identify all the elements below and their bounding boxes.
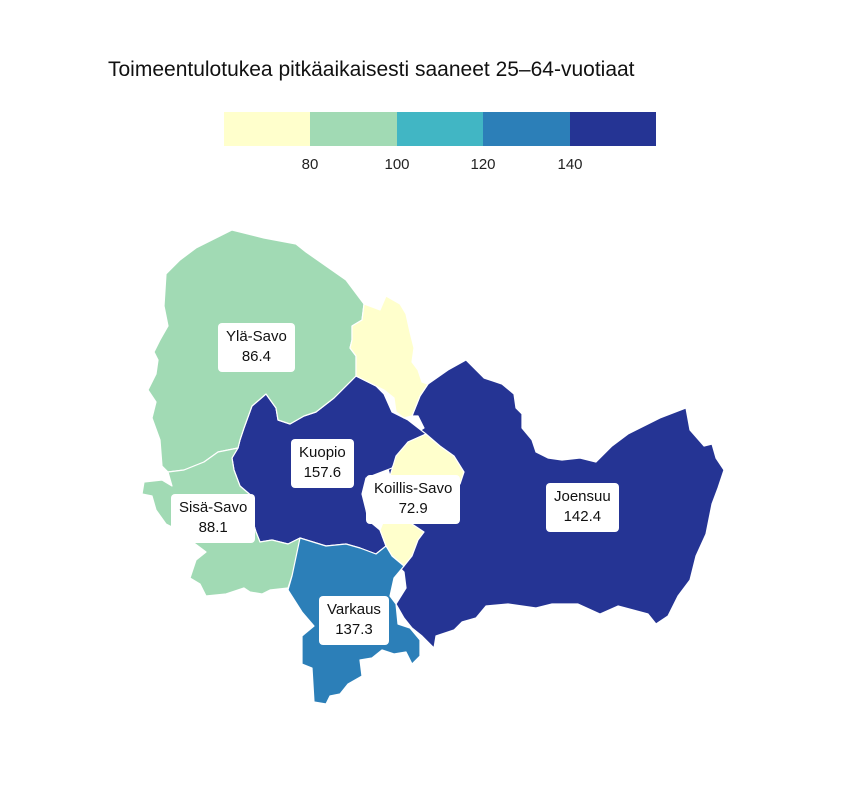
region-koillis-savo-north[interactable]	[349, 295, 429, 419]
label-joensuu-value: 142.4	[563, 508, 602, 525]
legend-tick-80: 80	[301, 156, 319, 173]
legend-swatch-1	[224, 112, 311, 146]
map-title: Toimeentulotukea pitkäaikaisesti saaneet…	[108, 58, 635, 81]
legend-swatch-3	[396, 112, 484, 146]
label-varkaus: Varkaus 137.3	[319, 596, 389, 645]
legend-tick-120: 120	[470, 156, 496, 173]
label-koillis-savo-value: 72.9	[398, 500, 428, 517]
label-yla-savo-name: Ylä-Savo	[226, 328, 287, 345]
label-yla-savo-value: 86.4	[241, 348, 272, 365]
legend-swatch-5	[569, 112, 657, 146]
label-joensuu-name: Joensuu	[554, 488, 611, 505]
label-koillis-savo-name: Koillis-Savo	[374, 480, 453, 497]
label-sisa-savo-value: 88.1	[198, 519, 228, 536]
legend-tick-140: 140	[557, 156, 583, 173]
legend-swatch-4	[483, 112, 570, 146]
label-varkaus-name: Varkaus	[327, 601, 381, 618]
label-joensuu: Joensuu 142.4	[546, 483, 619, 532]
legend-swatch-2	[310, 112, 397, 146]
label-sisa-savo: Sisä-Savo 88.1	[171, 494, 256, 543]
label-varkaus-value: 137.3	[335, 621, 373, 638]
label-sisa-savo-name: Sisä-Savo	[179, 499, 248, 516]
color-legend	[224, 112, 657, 146]
label-yla-savo: Ylä-Savo 86.4	[218, 323, 295, 372]
label-kuopio-value: 157.6	[303, 464, 342, 481]
label-kuopio-name: Kuopio	[299, 444, 346, 461]
label-kuopio: Kuopio 157.6	[291, 439, 354, 488]
legend-tick-100: 100	[384, 156, 410, 173]
label-koillis-savo: Koillis-Savo 72.9	[366, 475, 461, 524]
